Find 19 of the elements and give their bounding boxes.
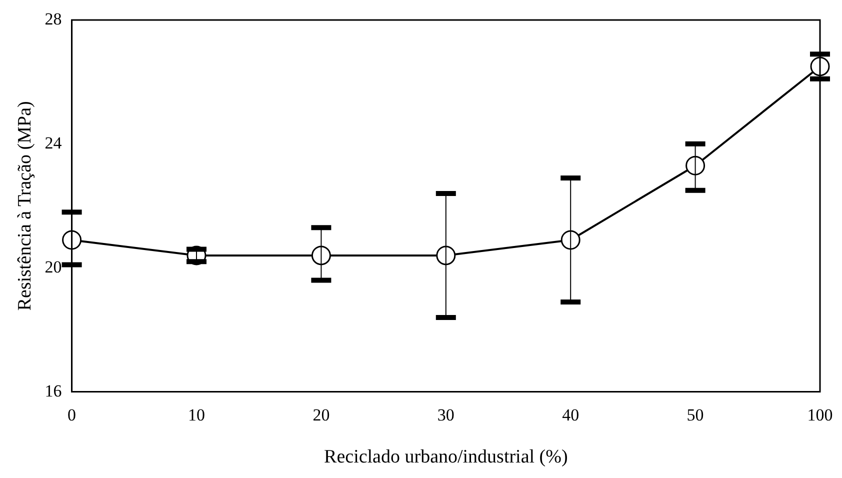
x-tick-label: 10 (188, 405, 205, 424)
y-axis-title: Resistência à Tração (MPa) (14, 101, 36, 311)
x-tick-label: 20 (312, 405, 330, 424)
y-tick-label: 24 (44, 133, 62, 152)
point (436, 246, 456, 266)
x-axis-title: Reciclado urbano/industrial (%) (324, 446, 568, 468)
point (810, 56, 830, 76)
y-tick-label: 28 (44, 9, 62, 28)
point (311, 246, 331, 266)
point (560, 230, 580, 250)
x-tick-label: 0 (68, 405, 76, 424)
x-tick-label: 40 (562, 405, 580, 424)
y-tick-label: 16 (44, 381, 62, 400)
point (62, 230, 82, 250)
x-tick-label: 50 (686, 405, 704, 424)
point (686, 156, 706, 176)
x-tick-label: 30 (437, 405, 454, 424)
y-tick-label: 20 (44, 257, 62, 276)
x-tick-label: 100 (807, 405, 833, 424)
